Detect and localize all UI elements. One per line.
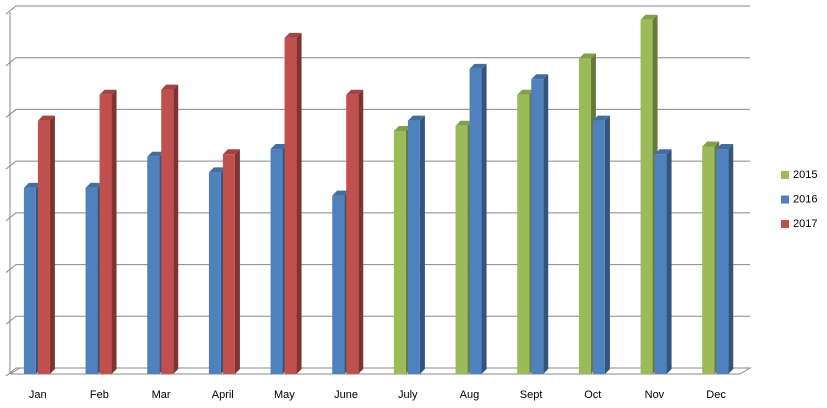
bar-side (543, 74, 549, 374)
bar-top (99, 89, 117, 95)
x-tick-label: Sept (520, 389, 543, 401)
bar-side (49, 115, 55, 374)
bar (592, 120, 605, 374)
bar (393, 130, 406, 374)
bar (85, 187, 98, 374)
bar (517, 94, 530, 374)
legend-label: 2015 (793, 169, 817, 181)
grid-line (5, 5, 750, 15)
x-tick-label: May (274, 389, 295, 401)
x-tick-label: Mar (152, 389, 171, 401)
bar-top (147, 151, 165, 157)
x-tick-label: June (334, 389, 358, 401)
bar-top (469, 63, 487, 69)
bar (346, 94, 359, 374)
grid-line (5, 264, 750, 273)
bar-top (531, 74, 549, 80)
floor (9, 367, 752, 375)
grid-line (5, 367, 750, 377)
bar-top (393, 125, 411, 131)
bar-side (604, 115, 610, 374)
bar (578, 58, 591, 375)
bar-side (358, 89, 364, 374)
bar (147, 156, 160, 374)
x-tick-label: Jan (29, 389, 47, 401)
x-tick-label: Feb (90, 389, 109, 401)
bar-top (702, 141, 720, 147)
legend-swatch (781, 171, 789, 179)
bar (407, 120, 420, 374)
grid-line (5, 57, 750, 67)
bar-top (85, 182, 103, 188)
x-tick-label: Dec (706, 389, 726, 401)
bar (99, 94, 112, 374)
bar (702, 146, 715, 374)
bar-top (640, 14, 658, 20)
grid-line (5, 315, 750, 325)
bar-side (234, 149, 240, 374)
bar (455, 125, 468, 375)
bar (284, 37, 297, 374)
bar (332, 195, 345, 374)
bar-top (517, 89, 535, 95)
legend-label: 2017 (793, 218, 817, 230)
grid-line (5, 212, 750, 222)
bar-top (208, 167, 226, 173)
bar-side (111, 89, 117, 374)
bar-top (332, 190, 350, 196)
legend-swatch (781, 220, 789, 228)
x-tick-label: Aug (460, 389, 480, 401)
bar-top (592, 115, 610, 121)
legend-swatch (781, 195, 789, 204)
grid-line (5, 108, 750, 118)
x-tick-label: Nov (645, 389, 665, 401)
bar-side (728, 144, 734, 374)
bar-side (173, 84, 179, 375)
bar-side (666, 149, 672, 374)
x-tick-label: July (398, 389, 418, 401)
bar (716, 149, 729, 374)
bar (270, 149, 283, 374)
bar-top (37, 115, 55, 121)
bar-top (716, 144, 734, 150)
bar-top (270, 144, 288, 150)
x-tick-label: April (212, 389, 234, 401)
x-tick-label: Oct (584, 389, 601, 401)
bar-top (407, 115, 425, 121)
bar (469, 68, 482, 374)
bar (23, 187, 36, 374)
bar-top (455, 120, 473, 126)
bar-side (419, 115, 425, 374)
bar-top (578, 53, 596, 59)
bar (531, 79, 544, 374)
bar (640, 19, 653, 375)
bar-side (481, 63, 487, 375)
bar (654, 154, 667, 374)
bar-side (296, 32, 302, 374)
bar-top (284, 32, 302, 38)
bar-top (161, 84, 179, 90)
bar (37, 120, 50, 374)
bar (208, 172, 221, 374)
bar-top (222, 149, 240, 155)
bar-top (346, 89, 364, 95)
bar (161, 89, 174, 375)
bar-top (23, 182, 41, 188)
legend-label: 2016 (793, 193, 817, 205)
grid-line (5, 160, 750, 170)
bar (222, 154, 235, 374)
bar-top (654, 149, 672, 155)
